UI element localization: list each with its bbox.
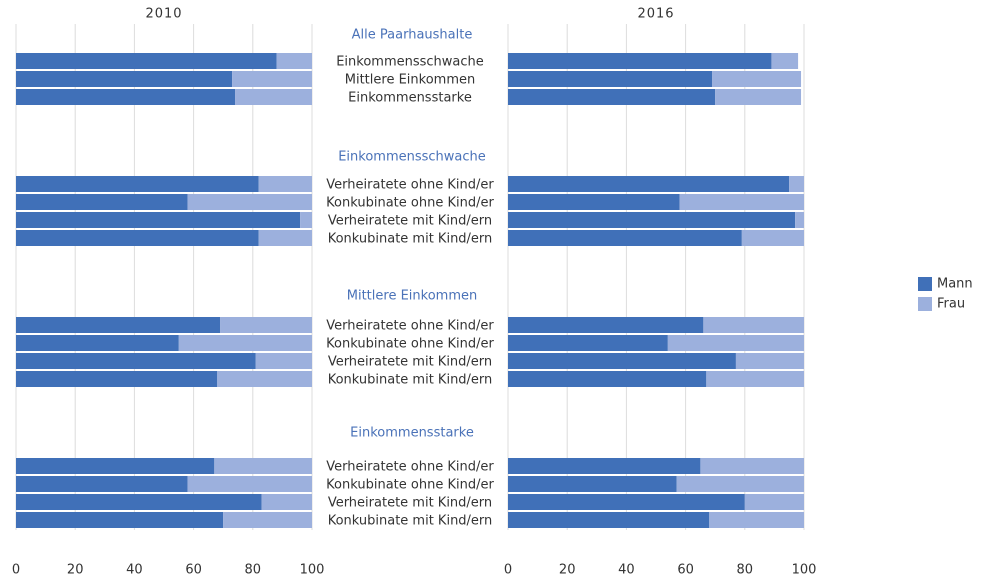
x-tick-label: 40 <box>618 563 635 576</box>
bar-segment <box>258 230 312 246</box>
bar-segment <box>508 494 745 510</box>
bar-segment <box>300 212 312 228</box>
bar-segment <box>223 512 312 528</box>
bar-segment <box>16 371 218 387</box>
bar-segment <box>16 212 301 228</box>
x-tick-label: 20 <box>67 563 84 576</box>
bar-segment <box>508 89 716 105</box>
x-tick-label: 80 <box>737 563 754 576</box>
bar-segment <box>735 353 804 369</box>
bar-segment <box>741 230 804 246</box>
bar-segment <box>187 476 312 492</box>
category-label: Konkubinate ohne Kind/er <box>326 337 494 352</box>
panel-title: 2010 <box>145 7 182 22</box>
x-tick-label: 40 <box>126 563 143 576</box>
bar-segment <box>771 53 799 69</box>
bar-segment <box>214 458 312 474</box>
bar-segment <box>700 458 804 474</box>
bar-segment <box>508 230 742 246</box>
bar-segment <box>16 71 233 87</box>
category-label: Verheiratete ohne Kind/er <box>326 319 494 334</box>
bar-segment <box>508 512 710 528</box>
bar-segment <box>667 335 804 351</box>
bar-segment <box>508 353 736 369</box>
category-label: Verheiratete mit Kind/ern <box>328 496 492 511</box>
bar-segment <box>16 230 259 246</box>
x-tick-label: 0 <box>504 563 512 576</box>
bar-segment <box>235 89 312 105</box>
bar-segment <box>709 512 804 528</box>
bar-segment <box>679 194 804 210</box>
group-title: Einkommensschwache <box>338 150 486 165</box>
x-tick-label: 20 <box>559 563 576 576</box>
bar-segment <box>508 371 707 387</box>
bar-segment <box>508 212 796 228</box>
bar-segment <box>706 371 804 387</box>
bar-segment <box>217 371 312 387</box>
bar-segment <box>508 194 680 210</box>
category-label: Einkommensstarke <box>348 91 472 106</box>
bar-segment <box>16 458 215 474</box>
category-label: Mittlere Einkommen <box>345 73 475 88</box>
bar-segment <box>508 53 772 69</box>
category-label: Verheiratete ohne Kind/er <box>326 178 494 193</box>
bar-segment <box>232 71 312 87</box>
bar-segment <box>789 176 804 192</box>
category-label: Konkubinate ohne Kind/er <box>326 196 494 211</box>
bar-segment <box>258 176 312 192</box>
x-tick-label: 80 <box>245 563 262 576</box>
x-tick-label: 0 <box>12 563 20 576</box>
x-tick-label: 100 <box>792 563 817 576</box>
bar-segment <box>744 494 804 510</box>
bar-segment <box>16 512 224 528</box>
legend-swatch <box>918 297 932 311</box>
bar-segment <box>508 71 713 87</box>
bar-segment <box>187 194 312 210</box>
bar-segment <box>220 317 312 333</box>
bar-segment <box>178 335 312 351</box>
bar-segment <box>508 317 704 333</box>
bar-segment <box>508 176 790 192</box>
x-tick-label: 100 <box>300 563 325 576</box>
category-label: Einkommensschwache <box>336 55 484 70</box>
bar-segment <box>16 353 256 369</box>
bar-segment <box>16 317 221 333</box>
group-title: Alle Paarhaushalte <box>352 28 473 43</box>
x-tick-label: 60 <box>185 563 202 576</box>
category-label: Verheiratete ohne Kind/er <box>326 460 494 475</box>
group-title: Einkommensstarke <box>350 426 474 441</box>
category-label: Konkubinate mit Kind/ern <box>328 514 493 529</box>
bar-segment <box>16 176 259 192</box>
bar-segment <box>715 89 802 105</box>
category-label: Konkubinate ohne Kind/er <box>326 478 494 493</box>
bar-segment <box>255 353 312 369</box>
bar-segment <box>16 53 277 69</box>
bar-segment <box>16 194 188 210</box>
category-label: Konkubinate mit Kind/ern <box>328 373 493 388</box>
bar-segment <box>508 476 677 492</box>
bar-segment <box>676 476 804 492</box>
bar-segment <box>703 317 804 333</box>
bar-segment <box>16 476 188 492</box>
bar-segment <box>16 494 262 510</box>
bar-segment <box>795 212 804 228</box>
bar-segment <box>276 53 312 69</box>
category-label: Konkubinate mit Kind/ern <box>328 232 493 247</box>
bar-segment <box>712 71 802 87</box>
bar-segment <box>16 89 236 105</box>
legend-label: Frau <box>937 297 965 312</box>
bar-segment <box>261 494 312 510</box>
bar-segment <box>16 335 179 351</box>
x-tick-label: 60 <box>677 563 694 576</box>
legend-label: Mann <box>937 277 973 292</box>
category-label: Verheiratete mit Kind/ern <box>328 355 492 370</box>
category-label: Verheiratete mit Kind/ern <box>328 214 492 229</box>
bar-segment <box>508 335 668 351</box>
panel-title: 2016 <box>637 7 674 22</box>
bar-segment <box>508 458 701 474</box>
group-title: Mittlere Einkommen <box>347 289 477 304</box>
legend-swatch <box>918 277 932 291</box>
